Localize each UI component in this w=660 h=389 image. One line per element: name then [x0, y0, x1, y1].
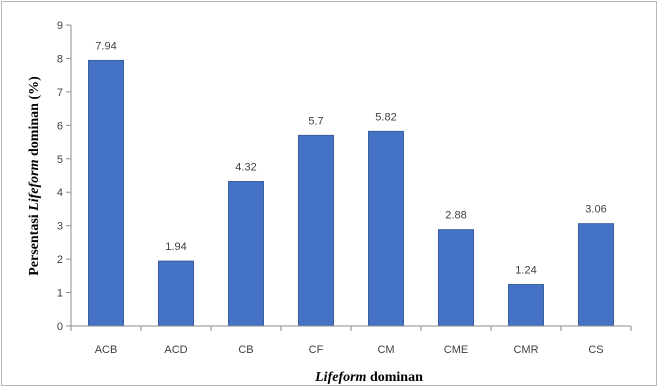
y-tick-label: 9: [57, 20, 63, 32]
bars: [88, 59, 614, 327]
y-tick-label: 0: [57, 321, 63, 333]
bar: [368, 130, 404, 327]
x-tick-label: CME: [444, 344, 468, 356]
y-tick-label: 2: [57, 254, 63, 266]
y-tick-label: 8: [57, 53, 63, 65]
x-axis-title: Lifeform dominan: [314, 370, 423, 385]
x-axis-title-rest: dominan: [366, 370, 423, 385]
x-tick-label: CF: [309, 344, 324, 356]
data-label: 7.94: [95, 40, 116, 52]
bar: [228, 181, 264, 327]
data-label: 1.24: [515, 265, 536, 277]
y-tick-label: 6: [57, 120, 63, 132]
data-label: 3.06: [585, 204, 606, 216]
data-label: 4.32: [235, 162, 256, 174]
y-tick-label: 7: [57, 87, 63, 99]
bar: [438, 229, 474, 327]
x-tick-label: CS: [588, 344, 603, 356]
x-tick-label: CM: [377, 344, 394, 356]
y-axis-ticks: 0 1 2 3 4 5 6 7 8 9: [57, 20, 71, 333]
x-axis-title-italic: Lifeform: [314, 370, 366, 385]
y-axis-title: Persentasi Lifeform dominan (%): [27, 76, 42, 276]
bar: [158, 260, 194, 327]
x-tick-label: ACD: [164, 344, 187, 356]
y-tick-label: 5: [57, 154, 63, 166]
y-axis-title-rest: dominan (%): [27, 76, 42, 160]
y-axis-title-italic: Lifeform: [27, 159, 42, 211]
data-label: 5.82: [375, 111, 396, 123]
y-tick-label: 1: [57, 288, 63, 300]
y-axis-title-prefix: Persentasi: [27, 211, 42, 276]
y-tick-label: 3: [57, 221, 63, 233]
x-tick-label: CMR: [513, 344, 538, 356]
x-tick-label: CB: [238, 344, 253, 356]
data-label: 5.7: [308, 115, 323, 127]
bar: [508, 284, 544, 327]
data-label: 1.94: [165, 241, 186, 253]
x-axis-ticks: ACB ACD CB CF CM CME CMR CS: [70, 326, 632, 356]
bar: [88, 59, 124, 327]
x-tick-label: ACB: [95, 344, 118, 356]
bar: [298, 134, 334, 327]
y-tick-label: 4: [57, 187, 63, 199]
data-label: 2.88: [445, 210, 466, 222]
bar: [578, 223, 614, 327]
data-labels: 7.94 1.94 4.32 5.7 5.82 2.88 1.24 3.06: [95, 40, 606, 276]
